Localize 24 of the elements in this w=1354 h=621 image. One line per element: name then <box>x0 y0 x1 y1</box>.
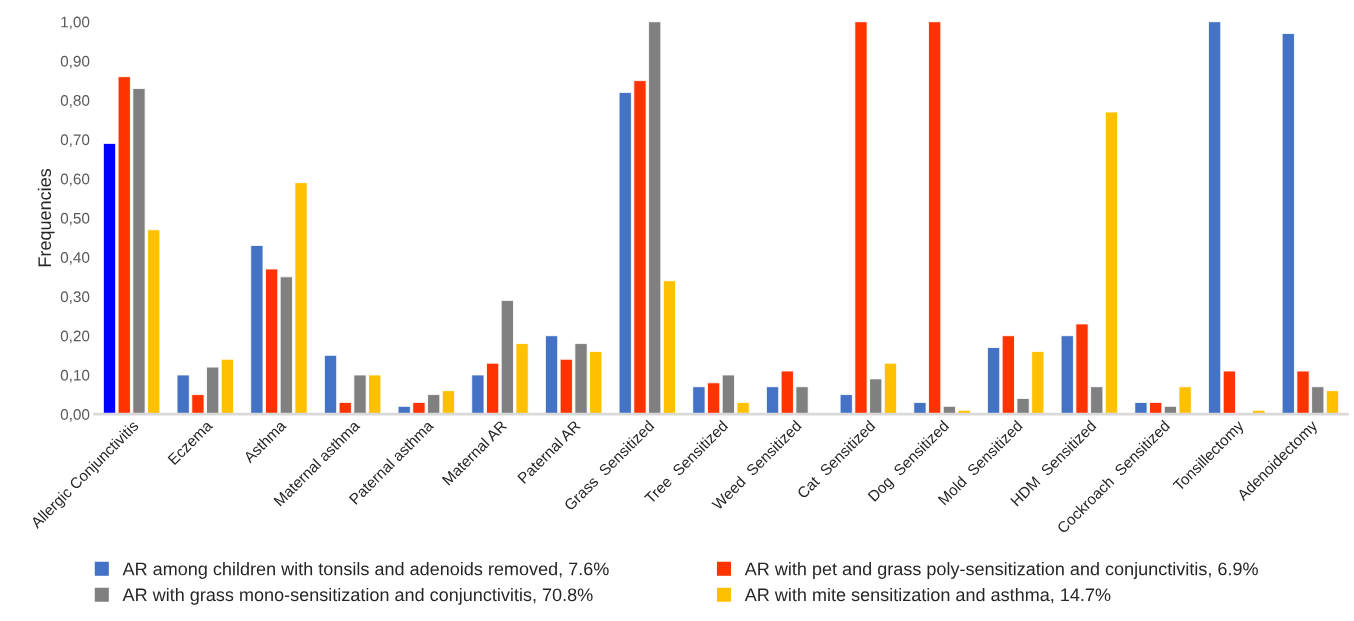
y-tick-label: 0,00 <box>60 409 90 422</box>
bar <box>766 386 780 415</box>
y-tick-label: 0,80 <box>60 95 90 108</box>
bar <box>545 335 559 415</box>
bar <box>1222 370 1236 415</box>
y-tick-label: 0,40 <box>60 252 90 265</box>
y-tick-label: 1,00 <box>61 16 90 30</box>
legend-label: AR with mite sensitization and asthma, 14.7% <box>744 587 1111 604</box>
y-tick-label: 0,20 <box>60 330 90 344</box>
legend-label: AR with pet and grass poly-sensitization and conjunctivitis, 6.9% <box>744 562 1258 579</box>
y-tick-label: 0,10 <box>60 369 90 383</box>
bar <box>1208 21 1222 415</box>
bar <box>987 347 1001 415</box>
y-tick-label: 0,60 <box>60 173 90 187</box>
legend-label: AR with grass mono-sensitization and conjunctivitis, 70.8% <box>122 587 593 605</box>
bar <box>662 280 676 415</box>
bar <box>220 358 234 415</box>
bar <box>441 390 455 415</box>
y-tick-label: 0,70 <box>60 134 90 147</box>
y-axis-title: Frequencies <box>37 168 55 267</box>
y-tick-label: 0,90 <box>60 55 90 69</box>
y-tick-label: 0,50 <box>60 212 90 226</box>
y-tick-label: 0,30 <box>60 291 90 304</box>
legend-label: AR among children with tonsils and adenoids removed, 7.6% <box>122 562 609 579</box>
